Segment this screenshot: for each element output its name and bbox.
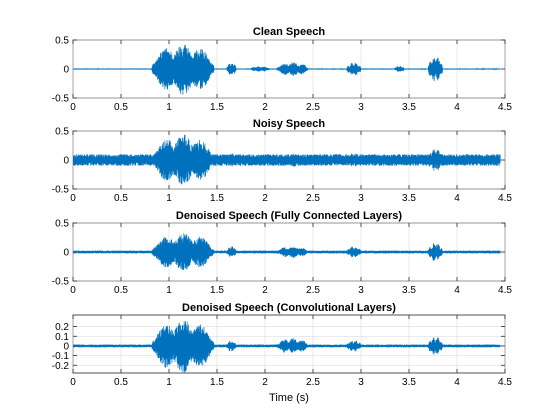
x-tick-label: 3 xyxy=(358,102,364,113)
x-tick-label: 2.5 xyxy=(306,193,320,204)
waveform-series-line xyxy=(73,134,501,185)
subplot-title: Clean Speech xyxy=(253,26,325,38)
x-tick-label: 2 xyxy=(262,193,268,204)
y-tick-label: -0.5 xyxy=(52,185,70,196)
x-tick-label: 4.5 xyxy=(498,102,512,113)
x-tick-label: 1 xyxy=(166,377,172,388)
y-tick-label: 0 xyxy=(63,248,69,259)
x-tick-label: 4 xyxy=(454,193,460,204)
subplot-clean-speech: Clean Speech 0 0.5 1 1.5 2 2.5 3 3.5 4 4.5-0.500.… xyxy=(52,26,513,113)
subplot-title: Denoised Speech (Convolutional Layers) xyxy=(182,302,396,314)
x-tick-label: 4 xyxy=(454,377,460,388)
x-tick-label: 3 xyxy=(358,377,364,388)
waveform-layer xyxy=(73,320,501,373)
x-tick-label: 4.5 xyxy=(498,285,512,296)
waveform-layer xyxy=(73,134,501,185)
y-tick-label: 0 xyxy=(63,156,69,167)
x-tick-label: 2.5 xyxy=(306,285,320,296)
x-tick-label: 3.5 xyxy=(402,377,416,388)
waveform-series-line xyxy=(73,233,501,270)
x-tick-label: 3 xyxy=(358,193,364,204)
x-tick-label: 0 xyxy=(70,377,76,388)
y-tick-label: -0.5 xyxy=(52,94,70,105)
waveform-series-line xyxy=(73,44,501,95)
x-axis-label: Time (s) xyxy=(269,392,309,404)
subplot-denoised-conv: Denoised Speech (Convolutional Layers) 0… xyxy=(52,302,513,404)
x-tick-label: 1 xyxy=(166,285,172,296)
y-tick-label: -0.2 xyxy=(52,361,70,372)
y-tick-label: 0 xyxy=(63,341,69,352)
x-tick-label: 4 xyxy=(454,102,460,113)
x-tick-label: 2.5 xyxy=(306,102,320,113)
x-tick-label: 0 xyxy=(70,102,76,113)
x-tick-label: 0.5 xyxy=(114,285,128,296)
y-tick-label: 0.5 xyxy=(55,127,69,138)
x-tick-label: 3 xyxy=(358,285,364,296)
subplot-denoised-fc: Denoised Speech (Fully Connected Layers)… xyxy=(52,210,513,296)
x-tick-label: 2 xyxy=(262,377,268,388)
x-tick-label: 1 xyxy=(166,193,172,204)
y-tick-label: 0.1 xyxy=(55,332,69,343)
x-tick-label: 1.5 xyxy=(210,193,224,204)
x-tick-label: 4 xyxy=(454,285,460,296)
x-tick-label: 2 xyxy=(262,102,268,113)
x-tick-label: 0.5 xyxy=(114,377,128,388)
ticks: 0 0.5 1 1.5 2 2.5 3 3.5 4 4.5-0.500.5 xyxy=(52,36,513,114)
x-tick-label: 3.5 xyxy=(402,285,416,296)
x-tick-label: 0.5 xyxy=(114,193,128,204)
y-tick-label: 0 xyxy=(63,65,69,76)
y-tick-label: 0.2 xyxy=(55,322,69,333)
x-tick-label: 1.5 xyxy=(210,102,224,113)
subplot-title: Denoised Speech (Fully Connected Layers) xyxy=(176,210,403,222)
waveform-layer xyxy=(73,44,501,95)
y-tick-label: -0.5 xyxy=(52,277,70,288)
x-tick-label: 3.5 xyxy=(402,102,416,113)
x-tick-label: 0 xyxy=(70,285,76,296)
x-tick-label: 2.5 xyxy=(306,377,320,388)
x-tick-label: 4.5 xyxy=(498,193,512,204)
ticks: 0 0.5 1 1.5 2 2.5 3 3.5 4 4.5-0.500.5 xyxy=(52,127,513,205)
x-tick-label: 3.5 xyxy=(402,193,416,204)
subplot-title: Noisy Speech xyxy=(253,118,325,130)
waveform-layer xyxy=(73,233,501,270)
y-tick-label: 0.5 xyxy=(55,219,69,230)
x-tick-label: 4.5 xyxy=(498,377,512,388)
x-tick-label: 2 xyxy=(262,285,268,296)
ticks: 0 0.5 1 1.5 2 2.5 3 3.5 4 4.5-0.2-0.100.10.2 xyxy=(52,315,512,388)
y-tick-label: -0.1 xyxy=(52,351,70,362)
waveform-series-line xyxy=(73,320,501,373)
x-tick-label: 0.5 xyxy=(114,102,128,113)
y-tick-label: 0.5 xyxy=(55,36,69,47)
subplot-noisy-speech: Noisy Speech 0 0.5 1 1.5 2 2.5 3 3.5 4 4.5-0.500.… xyxy=(52,118,513,204)
x-tick-label: 0 xyxy=(70,193,76,204)
x-tick-label: 1.5 xyxy=(210,285,224,296)
x-tick-label: 1.5 xyxy=(210,377,224,388)
x-tick-label: 1 xyxy=(166,102,172,113)
